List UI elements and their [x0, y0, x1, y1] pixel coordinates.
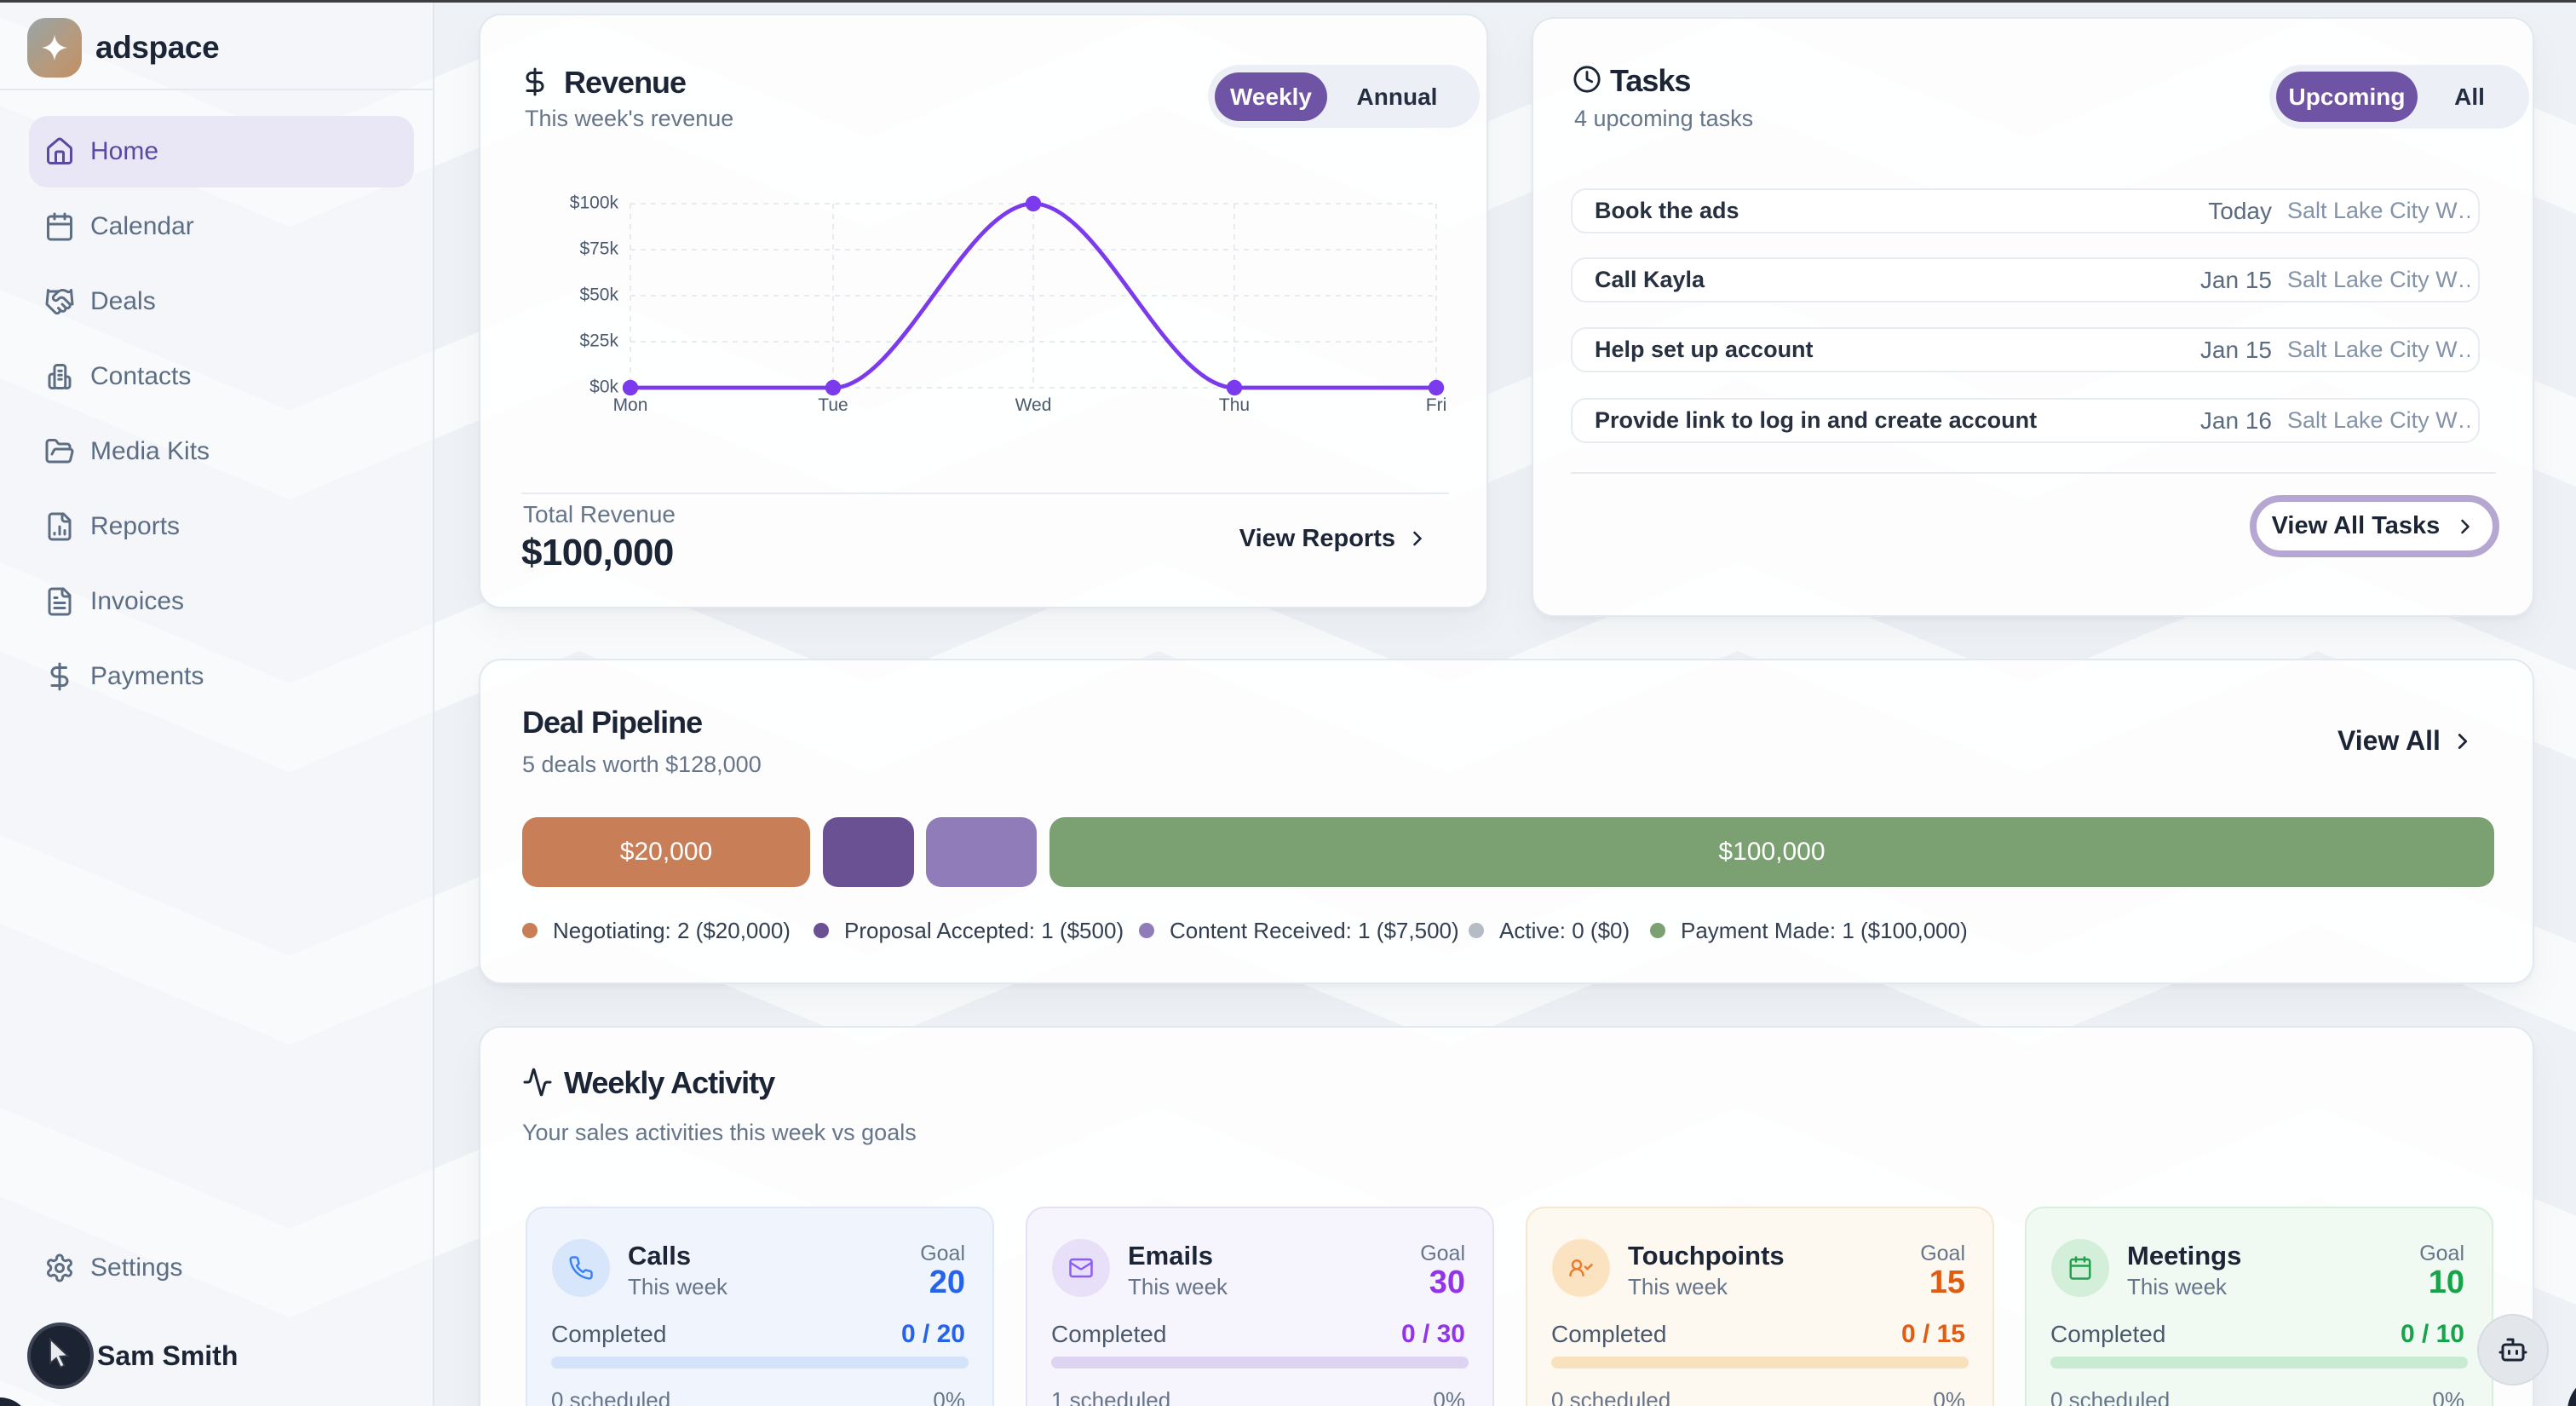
svg-text:$25k: $25k	[579, 331, 618, 351]
svg-text:$0k: $0k	[589, 377, 618, 397]
svg-text:$75k: $75k	[579, 239, 618, 259]
svg-text:Wed: Wed	[1015, 395, 1052, 415]
svg-text:Thu: Thu	[1219, 395, 1250, 415]
svg-text:Tue: Tue	[818, 395, 848, 415]
svg-text:Fri: Fri	[1426, 395, 1447, 415]
svg-text:Mon: Mon	[613, 395, 648, 415]
svg-text:$50k: $50k	[579, 285, 618, 305]
svg-text:$100k: $100k	[570, 193, 619, 213]
